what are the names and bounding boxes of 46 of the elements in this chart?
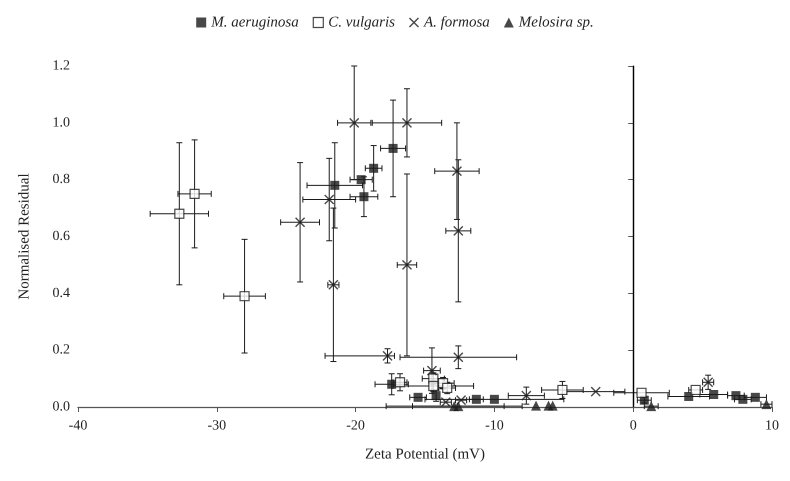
point <box>684 392 694 401</box>
x-tick-label: 10 <box>765 418 779 434</box>
legend-label: M. aeruginosa <box>210 14 299 30</box>
point <box>330 180 340 190</box>
point <box>531 400 542 411</box>
point <box>239 291 250 302</box>
point <box>452 166 462 176</box>
point <box>761 399 772 410</box>
y-tick-label: 0.8 <box>52 172 70 188</box>
point <box>369 164 378 173</box>
point <box>174 208 184 219</box>
point <box>402 118 412 128</box>
x-tick-label: -20 <box>346 418 365 434</box>
point <box>490 394 499 404</box>
x-tick-label: -10 <box>485 418 504 434</box>
point <box>453 352 464 362</box>
y-tick-label: 0.2 <box>52 342 70 358</box>
point <box>402 260 412 270</box>
y-tick-label: 1.2 <box>52 58 70 74</box>
legend-label: Melosira sp. <box>518 14 594 30</box>
point <box>324 194 334 205</box>
point <box>472 394 481 404</box>
point <box>646 401 656 412</box>
x-tick-label: -30 <box>207 418 226 434</box>
point <box>295 217 306 228</box>
point <box>521 390 532 401</box>
y-tick-label: 0.6 <box>52 229 70 244</box>
x-tick-label: -40 <box>68 418 88 434</box>
point <box>388 144 398 153</box>
point <box>453 226 464 236</box>
legend-label: A. formosa <box>422 14 490 30</box>
point <box>548 400 558 411</box>
point <box>690 384 701 396</box>
point <box>189 188 200 199</box>
legend-label: C. vulgaris <box>328 14 396 30</box>
point <box>359 192 368 202</box>
x-axis-title: Zeta Potential (mV) <box>365 446 485 462</box>
point <box>590 386 601 397</box>
y-tick-label: 0.0 <box>52 400 70 414</box>
y-tick-label: 1.0 <box>52 115 70 130</box>
point <box>453 401 464 412</box>
x-tick-label: 0 <box>630 418 637 434</box>
point <box>349 118 360 128</box>
y-tick-label: 0.4 <box>52 286 70 301</box>
point <box>414 392 423 402</box>
y-axis-title: Normalised Residual <box>16 173 32 300</box>
